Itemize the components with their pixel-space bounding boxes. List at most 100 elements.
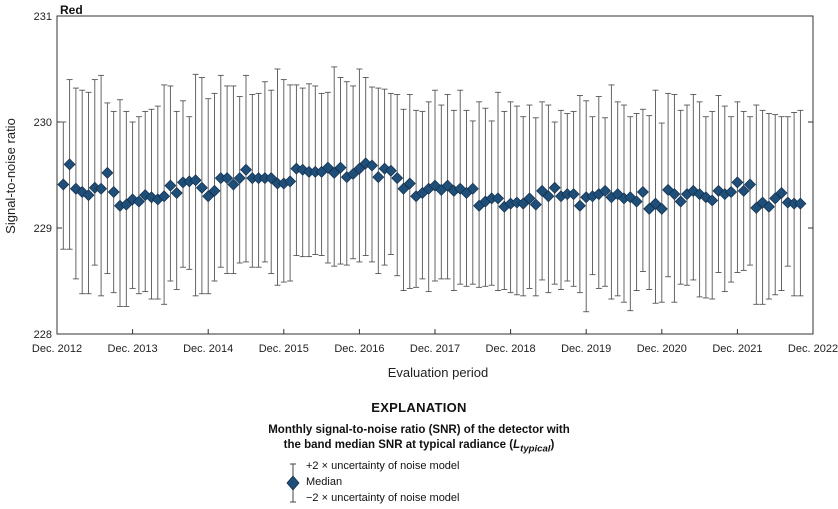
median-point [63,158,76,171]
median-point [744,178,756,191]
x-tick-label: Dec. 2019 [561,343,611,355]
explanation-subtitle-line1: Monthly signal-to-noise ratio (SNR) of t… [268,424,570,436]
median-point [750,201,763,214]
median-point [769,192,782,205]
y-axis: 228 229 230 231 [34,11,813,341]
median-point [649,197,662,210]
median-point [120,198,133,211]
median-point [372,171,385,184]
error-bar [104,102,111,275]
median-point [95,182,108,195]
error-bar [495,91,501,291]
legend-errorbar-icon [286,463,300,503]
median-point [57,178,70,191]
median-point [221,172,234,185]
median-point [353,162,366,175]
median-point [573,199,586,212]
error-bar [91,79,98,266]
error-bar [186,116,193,270]
x-tick-label: Dec. 2018 [486,343,536,355]
error-bar [110,110,117,294]
error-bar [394,93,401,277]
median-point [321,161,334,174]
y-tick-label: 229 [34,223,52,235]
median-point [391,172,404,185]
error-bar [747,116,753,266]
legend: +2 × uncertainty of noise model Median −… [284,460,544,506]
error-bar [784,116,791,267]
median-point [208,184,221,197]
explanation-title: EXPLANATION [371,400,467,415]
error-bar [173,110,180,290]
legend-upper-label: +2 × uncertainty of noise model [306,460,460,472]
median-point [101,166,114,179]
error-bar [646,115,653,290]
error-bar [551,121,558,285]
median-point [599,184,612,197]
legend-lower-label: −2 × uncertainty of noise model [306,492,460,504]
median-point [794,197,807,210]
x-axis-title: Evaluation period [388,365,488,380]
error-bar [450,109,457,291]
error-bar [425,101,432,293]
error-bar [583,100,590,313]
error-bar [576,95,583,294]
error-bar [778,116,785,291]
median-point [403,177,416,190]
median-point [158,190,171,203]
radiance-symbol: L [513,439,521,451]
y-axis-title: Signal-to-noise ratio [3,118,18,234]
error-bar [507,101,514,294]
error-bar [274,68,281,286]
median-point [775,187,788,200]
median-point [725,185,738,198]
error-bar [728,116,735,283]
median-point [366,159,378,172]
median-point [240,163,252,176]
median-point [334,161,347,174]
median-point [265,172,278,185]
x-tick-label: Dec. 2014 [183,343,233,355]
error-bar [772,114,779,296]
error-bar [217,74,224,268]
x-tick-label: Dec. 2020 [637,343,687,355]
median-point [731,176,744,189]
median-point [643,202,656,215]
error-bar [324,91,331,264]
legend-median-label: Median [306,476,343,488]
x-axis: Dec. 2012 Dec. 2013 Dec. 2014 Dec. 2015 Dec.… [32,329,838,355]
median-point [233,172,246,185]
median-point [523,192,536,205]
radiance-subscript: typical [520,443,551,455]
panel-label: Red [60,3,83,17]
error-bar [476,101,483,288]
median-point [706,194,719,207]
x-tick-label: Dec. 2016 [334,343,384,355]
median-markers [57,157,807,215]
y-tick-label: 230 [34,117,52,129]
error-bar [406,93,413,289]
x-tick-label: Dec. 2022 [788,343,838,355]
error-bar [331,66,338,267]
error-bar [702,116,709,299]
error-bar [142,110,149,293]
median-point [284,175,297,188]
explanation-subtitle-line2: the band median SNR at typical radiance … [0,438,838,456]
median-point [737,184,750,197]
median-point [762,200,775,213]
median-point [492,192,504,205]
median-point [529,198,542,211]
error-bar [627,116,634,312]
median-point [170,187,183,200]
error-bar [602,117,609,287]
x-tick-label: Dec. 2017 [410,343,460,355]
error-bar [369,86,375,263]
median-point [567,188,580,201]
x-tick-label: Dec. 2021 [712,343,762,355]
median-point [328,166,341,179]
error-bar [261,81,268,263]
median-point [384,164,397,177]
median-point [132,195,145,208]
median-point [189,174,202,187]
